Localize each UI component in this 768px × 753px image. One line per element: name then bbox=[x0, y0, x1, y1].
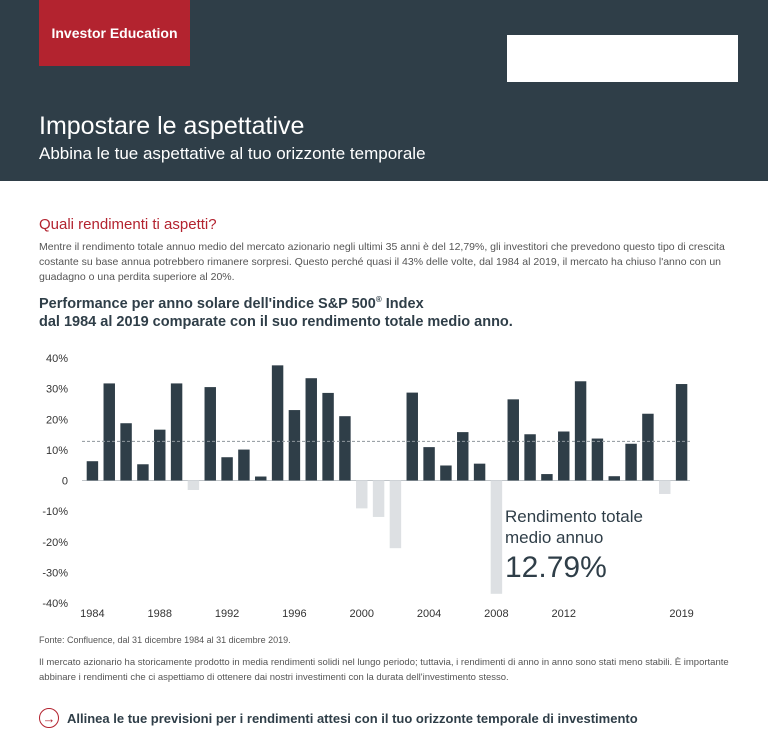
intro-paragraph: Mentre il rendimento totale annuo medio … bbox=[39, 241, 725, 283]
bar-2007 bbox=[473, 463, 486, 481]
bar-2018 bbox=[659, 480, 671, 494]
x-tick-label: 2004 bbox=[417, 608, 441, 620]
bar-1991 bbox=[204, 387, 216, 481]
bar-2000 bbox=[356, 480, 368, 509]
bar-2001 bbox=[372, 480, 385, 517]
bar-2004 bbox=[423, 447, 435, 481]
average-value: 12.79% bbox=[505, 551, 607, 584]
page-title: Impostare le aspettative bbox=[39, 112, 305, 140]
y-tick-label: -10% bbox=[42, 506, 68, 518]
section-title: Quali rendimenti ti aspetti? bbox=[39, 216, 217, 233]
source-note: Fonte: Confluence, dal 31 dicembre 1984 … bbox=[39, 635, 291, 645]
cta-link[interactable]: → Allinea le tue previsioni per i rendim… bbox=[39, 708, 638, 728]
arrow-right-circle-icon: → bbox=[39, 708, 59, 728]
y-tick-label: 20% bbox=[46, 414, 68, 426]
y-tick-label: -40% bbox=[42, 598, 68, 610]
average-label: Rendimento totale medio annuo bbox=[505, 507, 643, 547]
chart-title-line2: dal 1984 al 2019 comparate con il suo re… bbox=[39, 313, 513, 330]
logo-placeholder bbox=[507, 35, 738, 82]
y-tick-label: 10% bbox=[46, 445, 68, 457]
bar-2015 bbox=[608, 476, 620, 481]
x-tick-label: 2000 bbox=[350, 608, 374, 620]
x-tick-label: 2008 bbox=[484, 608, 508, 620]
bar-1993 bbox=[238, 449, 250, 481]
bar-2006 bbox=[457, 432, 469, 481]
bar-2017 bbox=[642, 413, 654, 481]
bar-2002 bbox=[389, 480, 402, 549]
header-banner: Investor Education Impostare le aspettat… bbox=[0, 0, 768, 181]
bar-chart: 40% 30% 20% 10% 0 -10% -20% -30% -40% 1984 1988 199… bbox=[42, 353, 694, 620]
bar-1994 bbox=[255, 476, 267, 481]
bar-1996 bbox=[288, 410, 301, 481]
cta-text[interactable]: Allinea le tue previsioni per i rendimen… bbox=[67, 710, 638, 726]
registered-mark: ® bbox=[375, 295, 382, 304]
bar-2011 bbox=[541, 474, 553, 481]
bar-1990 bbox=[187, 480, 200, 490]
bar-2013 bbox=[574, 381, 587, 481]
x-tick-label: 2019 bbox=[669, 608, 693, 620]
bar-2008 bbox=[490, 480, 503, 594]
chart-title: Performance per anno solare dell'indice … bbox=[39, 291, 729, 331]
x-tick-label: 2012 bbox=[552, 608, 576, 620]
chart-title-line1: Performance per anno solare dell'indice … bbox=[39, 295, 376, 312]
bar-1985 bbox=[103, 383, 115, 481]
footnote-paragraph: Il mercato azionario ha storicamente pro… bbox=[39, 657, 729, 683]
bar-2010 bbox=[524, 434, 536, 481]
x-tick-label: 1996 bbox=[282, 608, 306, 620]
y-tick-label: -30% bbox=[42, 567, 68, 579]
bar-2009 bbox=[507, 399, 519, 481]
bar-1984 bbox=[86, 461, 99, 481]
y-tick-label: 40% bbox=[46, 353, 68, 365]
bar-1988 bbox=[154, 429, 166, 481]
bar-1986 bbox=[120, 423, 132, 481]
y-tick-label: 0 bbox=[62, 476, 68, 488]
x-tick-label: 1992 bbox=[215, 608, 239, 620]
bar-2003 bbox=[406, 392, 418, 481]
average-callout: Rendimento totale medio annuo 12.79% bbox=[505, 506, 685, 586]
bar-1998 bbox=[322, 392, 334, 481]
bar-1995 bbox=[271, 365, 284, 481]
bar-2019 bbox=[675, 384, 688, 481]
bar-1997 bbox=[305, 378, 317, 481]
y-tick-label: -20% bbox=[42, 537, 68, 549]
bar-2014 bbox=[591, 438, 604, 481]
category-badge: Investor Education bbox=[39, 0, 190, 66]
x-tick-label: 1984 bbox=[80, 608, 104, 620]
bar-2012 bbox=[558, 431, 570, 481]
bar-2016 bbox=[625, 443, 637, 481]
bar-2005 bbox=[440, 465, 452, 481]
bar-1999 bbox=[339, 416, 351, 481]
bar-1987 bbox=[137, 464, 149, 481]
chart-title-line1-suffix: Index bbox=[381, 295, 424, 312]
bar-1992 bbox=[221, 457, 233, 481]
y-tick-label: 30% bbox=[46, 384, 68, 396]
bar-1989 bbox=[170, 383, 183, 481]
page-subtitle: Abbina le tue aspettative al tuo orizzon… bbox=[39, 144, 426, 163]
x-tick-label: 1988 bbox=[148, 608, 172, 620]
